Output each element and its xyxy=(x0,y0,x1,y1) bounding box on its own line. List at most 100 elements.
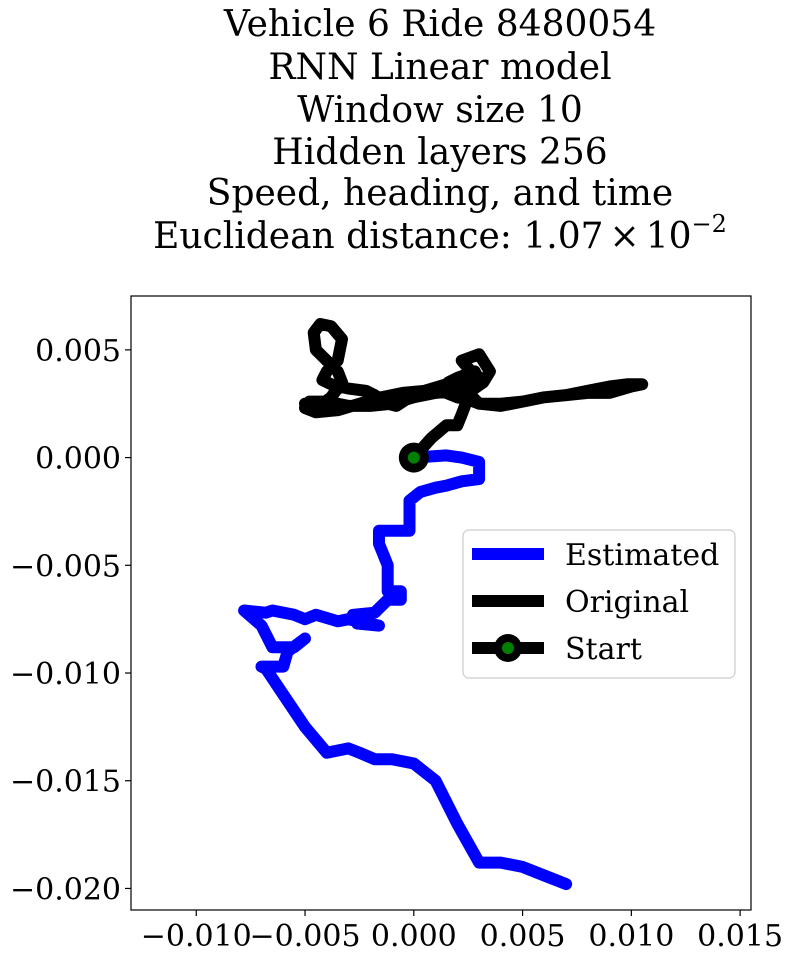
x-tick-label: 0.005 xyxy=(480,919,566,954)
series-point-estimated xyxy=(326,752,328,754)
title-line-5: Speed, heading, and time xyxy=(207,173,673,214)
series-point-estimated xyxy=(408,530,411,532)
series-point-estimated xyxy=(408,500,411,502)
plot-frame xyxy=(130,295,752,911)
series-point-original xyxy=(430,437,432,439)
series-point-estimated xyxy=(419,491,421,493)
series-point-estimated xyxy=(500,862,502,864)
y-tick-label: 0.005 xyxy=(35,334,121,369)
series-point-estimated xyxy=(391,758,393,760)
series-point-original xyxy=(402,392,404,394)
x-tick-label: 0.015 xyxy=(697,919,783,954)
series-point-estimated xyxy=(400,599,402,601)
series-point-estimated xyxy=(378,543,380,545)
series-point-estimated xyxy=(445,484,448,487)
series-point-estimated xyxy=(352,614,354,616)
metric-base: 10 xyxy=(646,216,692,257)
series-point-estimated xyxy=(400,590,402,592)
series-point-estimated xyxy=(378,625,380,627)
series-point-original xyxy=(395,405,398,407)
series-point-original xyxy=(387,403,389,405)
series-point-original xyxy=(641,383,643,385)
series-point-original xyxy=(380,396,382,398)
series-point-original xyxy=(467,381,469,383)
title-line-metric: Euclidean distance: 1.07 × 10−2 xyxy=(153,210,727,257)
series-point-original xyxy=(369,405,371,407)
series-point-original xyxy=(608,385,611,388)
series-point-original xyxy=(434,392,437,394)
series-point-estimated xyxy=(271,646,274,648)
series-point-estimated xyxy=(265,668,267,670)
legend: Estimated Original Start xyxy=(462,529,736,679)
series-point-original xyxy=(489,370,491,373)
series-point-original xyxy=(326,370,328,373)
series-point-estimated xyxy=(478,478,480,480)
series-point-original xyxy=(304,407,306,409)
legend-start-marker-dot xyxy=(502,642,514,654)
legend-label-original: Original xyxy=(565,585,689,620)
series-point-estimated xyxy=(434,487,437,489)
series-point-estimated xyxy=(347,747,350,750)
series-point-original xyxy=(448,381,450,383)
series-point-estimated xyxy=(315,614,317,616)
series-point-original xyxy=(313,332,315,334)
series-point-original xyxy=(500,405,502,407)
series-point-original xyxy=(326,360,328,362)
series-point-estimated xyxy=(293,614,295,616)
legend-label-estimated: Estimated xyxy=(565,538,719,573)
series-point-original xyxy=(474,370,476,373)
metric-prefix: Euclidean distance: xyxy=(153,216,523,257)
title-line-3: Window size 10 xyxy=(297,90,583,131)
series-point-estimated xyxy=(293,646,295,648)
series-point-original xyxy=(326,400,328,403)
series-point-original xyxy=(482,381,485,383)
y-axis: 0.005 0.000 −0.005 −0.010 −0.015 −0.020 xyxy=(10,334,131,907)
series-point-original xyxy=(461,360,463,362)
series-point-original xyxy=(424,390,426,392)
series-point-estimated xyxy=(445,454,448,457)
series-point-estimated xyxy=(478,461,480,463)
series-point-estimated xyxy=(282,665,284,668)
series-point-estimated xyxy=(378,530,380,532)
series-point-original xyxy=(456,377,458,379)
series-point-original xyxy=(456,396,458,398)
x-tick-label: −0.005 xyxy=(250,919,361,954)
y-tick-label: −0.010 xyxy=(10,657,121,692)
x-tick-label: 0.010 xyxy=(588,919,674,954)
series-point-estimated xyxy=(260,625,263,627)
series-point-estimated xyxy=(287,650,289,653)
series-point-original xyxy=(319,323,321,325)
series-point-original xyxy=(341,338,343,340)
series-point-original xyxy=(445,392,448,394)
series-point-estimated xyxy=(347,618,350,620)
series-point-estimated xyxy=(304,726,306,728)
start-marker-dot xyxy=(407,451,420,464)
series-point-estimated xyxy=(521,866,524,868)
series-point-original xyxy=(543,396,545,398)
series-point-estimated xyxy=(434,780,437,782)
series-point-estimated xyxy=(374,758,376,760)
chart-title: Vehicle 6 Ride 8480054 RNN Linear model … xyxy=(153,4,727,257)
y-tick-label: −0.015 xyxy=(10,765,121,800)
series-point-original xyxy=(626,383,628,385)
series-point-estimated xyxy=(374,612,376,614)
series-point-original xyxy=(419,394,421,396)
series-point-original xyxy=(521,400,524,403)
series-point-estimated xyxy=(461,456,463,459)
series-point-original xyxy=(478,379,480,381)
x-axis: −0.010−0.005 0.000 0.005 0.010 0.015 xyxy=(141,910,783,954)
series-point-estimated xyxy=(243,609,245,612)
series-point-original xyxy=(315,411,317,413)
series-point-estimated xyxy=(304,637,306,640)
series-point-estimated xyxy=(543,874,545,877)
series-line-original xyxy=(299,318,649,464)
series-point-original xyxy=(391,403,393,405)
series-point-estimated xyxy=(478,862,480,864)
series-point-original xyxy=(467,392,469,394)
series-point-original xyxy=(445,383,448,385)
series-point-original xyxy=(374,394,376,396)
series-point-estimated xyxy=(387,564,389,566)
series-point-original xyxy=(304,403,306,405)
legend-label-start: Start xyxy=(565,632,642,667)
